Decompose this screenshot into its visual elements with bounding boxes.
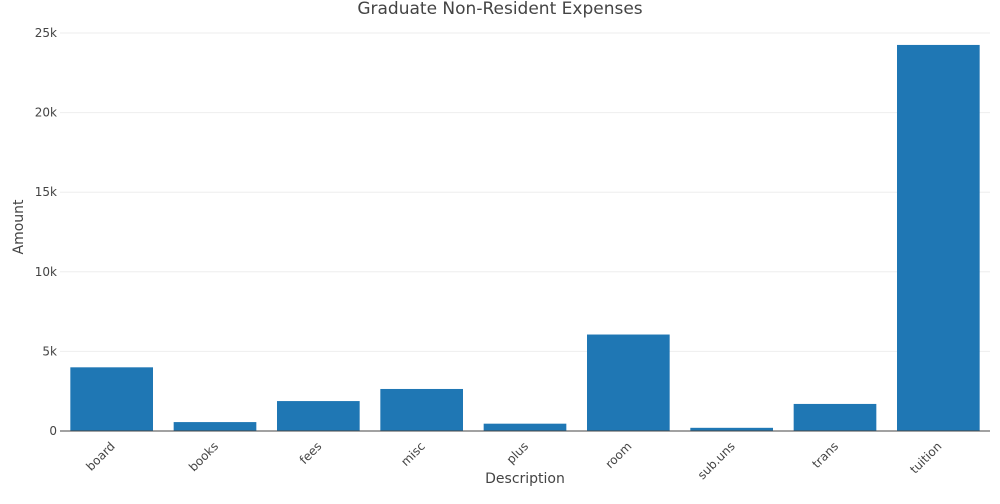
y-tick-label: 25k [35,26,57,40]
y-tick-label: 5k [42,344,57,358]
y-tick-label: 0 [49,424,57,438]
y-axis-ticks: 0 5k 10k 15k 20k 25k [35,26,57,438]
bar-board [70,367,153,431]
gridlines [60,32,990,352]
x-tick-label: sub.uns [695,439,738,482]
bars [70,44,980,431]
x-tick-label: room [603,439,635,471]
x-tick-label: board [83,439,117,473]
bar-plus [483,423,567,431]
bar-sub-uns [690,427,773,431]
y-tick-label: 15k [35,185,57,199]
bar-trans [793,403,877,431]
chart-title: Graduate Non-Resident Expenses [357,0,642,19]
x-tick-label: fees [297,439,325,467]
x-tick-label: trans [809,439,841,471]
y-tick-label: 20k [35,106,57,120]
bar-books [173,422,257,431]
x-tick-label: tuition [907,439,944,476]
x-tick-label: misc [398,439,428,469]
x-axis-title: Description [485,471,565,487]
x-tick-label: plus [504,439,531,466]
bar-misc [380,388,463,431]
y-tick-label: 10k [35,265,57,279]
bar-room [587,334,670,431]
x-tick-label: books [186,439,221,474]
y-axis-title: Amount [11,199,27,255]
bar-fees [277,401,360,431]
bar-tuition [897,44,980,431]
